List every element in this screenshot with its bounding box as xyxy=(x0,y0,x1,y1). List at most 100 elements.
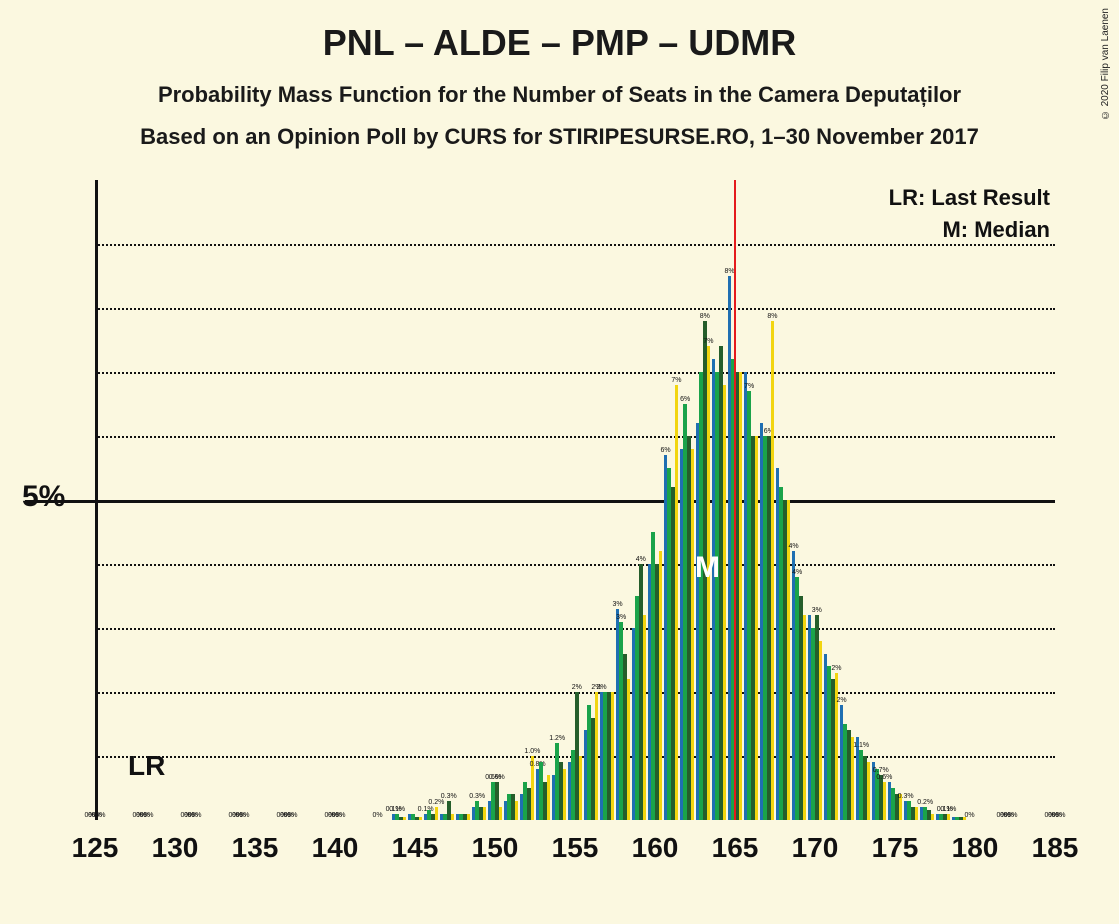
bar-group: 2% xyxy=(824,654,838,820)
bar xyxy=(739,372,743,820)
bar: 0.6% xyxy=(883,782,887,820)
bar-group: 1.1% xyxy=(856,737,870,820)
bar xyxy=(579,756,583,820)
bar: 0.1% xyxy=(947,814,951,820)
bar xyxy=(867,762,871,820)
bar-value-label: 4% xyxy=(789,543,799,551)
bar xyxy=(515,801,519,820)
copyright-text: © 2020 Filip van Laenen xyxy=(1100,8,1111,120)
bar-value-label: 2% xyxy=(837,697,847,705)
bar xyxy=(803,615,807,820)
bar-value-label: 6% xyxy=(680,396,690,404)
bar-value-label: 0% xyxy=(1007,812,1017,820)
bar-group: 0.3% xyxy=(472,801,486,820)
median-marker: M xyxy=(695,551,720,585)
bar: 7% xyxy=(675,385,679,820)
bar-value-label: 0% xyxy=(335,812,345,820)
bar-value-label: 8% xyxy=(767,313,777,321)
x-tick-label: 145 xyxy=(392,832,439,864)
bar-group xyxy=(504,794,518,820)
bar-group: 0.7%0.6% xyxy=(872,762,886,820)
bar xyxy=(915,807,919,820)
bar xyxy=(499,807,503,820)
bar-group: 0.1%0.1% xyxy=(936,814,950,820)
bar xyxy=(563,769,567,820)
bar-value-label: 0% xyxy=(143,812,153,820)
x-tick-label: 160 xyxy=(632,832,679,864)
chart-title: PNL – ALDE – PMP – UDMR xyxy=(0,0,1119,64)
bar xyxy=(691,449,695,820)
bar xyxy=(659,551,663,820)
bar xyxy=(819,641,823,820)
bar-group: 2% xyxy=(568,692,582,820)
bar xyxy=(483,807,487,820)
x-tick-label: 155 xyxy=(552,832,599,864)
bar-group: 2% xyxy=(584,692,598,820)
y-axis-label-5: 5% xyxy=(22,480,65,514)
bar-group: 6% xyxy=(680,404,694,820)
bar-group: 7% xyxy=(744,372,758,820)
x-tick-label: 165 xyxy=(712,832,759,864)
bar-group xyxy=(648,532,662,820)
chart-subtitle-1: Probability Mass Function for the Number… xyxy=(0,82,1119,108)
bar-group: 0.2% xyxy=(920,807,934,820)
bar-value-label: 2% xyxy=(597,684,607,692)
x-tick-label: 185 xyxy=(1032,832,1079,864)
bar-value-label: 0.1% xyxy=(940,806,956,814)
bar-group xyxy=(408,814,422,820)
x-tick-label: 130 xyxy=(152,832,199,864)
bar-group: 2% xyxy=(840,705,854,820)
bar-group: 3%3% xyxy=(616,609,630,820)
bar-group xyxy=(456,814,470,820)
x-tick-label: 175 xyxy=(872,832,919,864)
bar: 8% xyxy=(771,321,775,820)
bar-value-label: 3% xyxy=(812,607,822,615)
bar xyxy=(643,615,647,820)
bar xyxy=(611,692,615,820)
plot-area: LR: Last Result M: Median 0%0%0%0%0%0%0%… xyxy=(95,180,1055,820)
chart-subtitle-2: Based on an Opinion Poll by CURS for STI… xyxy=(0,124,1119,150)
bar xyxy=(467,814,471,820)
x-tick-label: 125 xyxy=(72,832,119,864)
bar: 2% xyxy=(595,692,599,820)
bar xyxy=(755,436,759,820)
bar-group: 6%7% xyxy=(664,385,678,820)
bar xyxy=(403,817,407,820)
bar-value-label: 7% xyxy=(671,377,681,385)
bar-value-label: 0% xyxy=(191,812,201,820)
bar: 0.2% xyxy=(435,807,439,820)
bar-group: 4%4% xyxy=(792,551,806,820)
bar-value-label: 4% xyxy=(792,569,802,577)
bar-value-label: 0.3% xyxy=(469,793,485,801)
bar xyxy=(419,817,423,820)
bar-value-label: 7% xyxy=(703,338,713,346)
bar-value-label: 0% xyxy=(373,812,383,820)
bar-group: 6%8% xyxy=(760,321,774,820)
x-tick-label: 180 xyxy=(952,832,999,864)
bar-value-label: 0.6% xyxy=(489,774,505,782)
x-tick-label: 140 xyxy=(312,832,359,864)
bar-value-label: 0% xyxy=(965,812,975,820)
bar-value-label: 3% xyxy=(616,614,626,622)
bar-value-label: 2% xyxy=(831,665,841,673)
bar-value-label: 0% xyxy=(239,812,249,820)
bar-value-label: 1.2% xyxy=(549,735,565,743)
bar-group: 0.3% xyxy=(904,801,918,820)
bar-value-label: 0.1% xyxy=(389,806,405,814)
bar-value-label: 0% xyxy=(287,812,297,820)
bar-value-label: 0.2% xyxy=(917,799,933,807)
bar xyxy=(931,814,935,820)
bars-container: 0%0%0%0%0%0%0%0%0%0%0%0%0%0%0%0%0%0%0%0%… xyxy=(95,180,1055,820)
x-tick-label: 170 xyxy=(792,832,839,864)
bar-value-label: 0.8% xyxy=(530,761,546,769)
bar-value-label: 1.0% xyxy=(524,748,540,756)
bar-group: 3% xyxy=(808,615,822,820)
lr-marker: LR xyxy=(128,750,165,782)
bar-value-label: 3% xyxy=(613,601,623,609)
bar-group: 0.1%0.1% xyxy=(392,814,406,820)
bar-group: 0.3% xyxy=(440,801,454,820)
bar-value-label: 0% xyxy=(1055,812,1065,820)
x-tick-label: 150 xyxy=(472,832,519,864)
bar-value-label: 7% xyxy=(744,383,754,391)
bar-group: 0.8% xyxy=(536,762,550,820)
